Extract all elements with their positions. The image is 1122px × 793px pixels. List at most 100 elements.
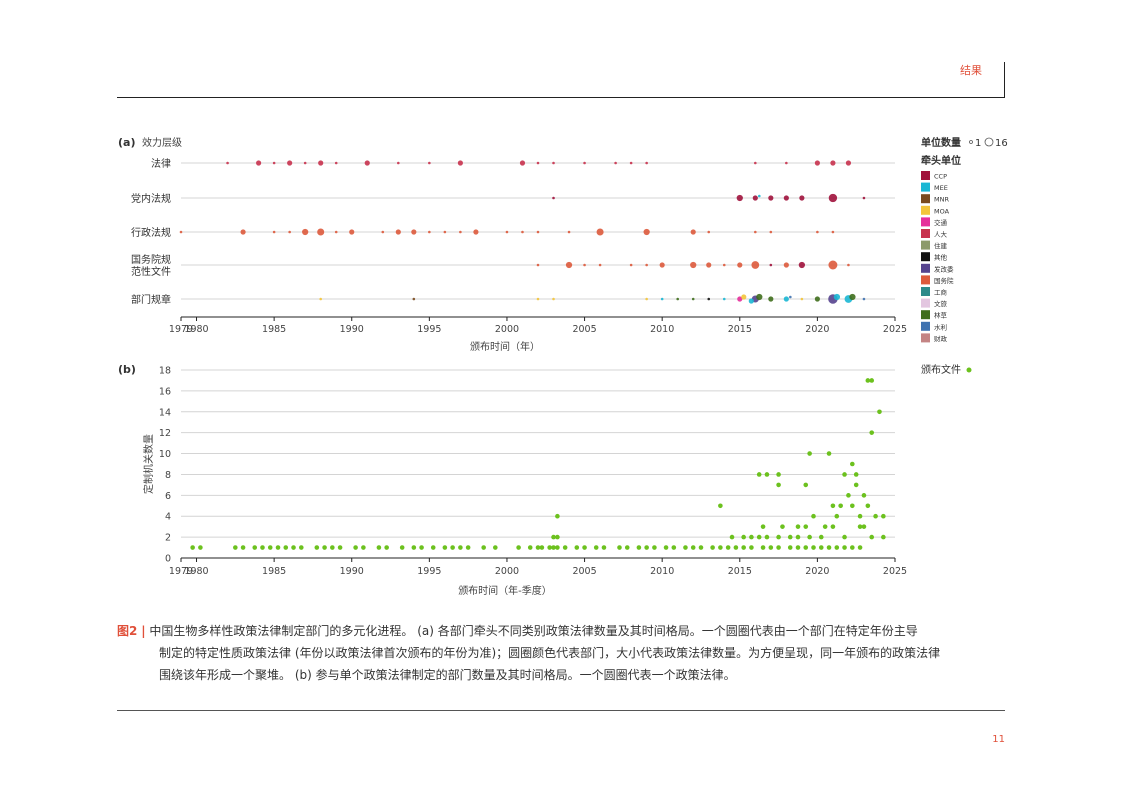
data-point-国务院 xyxy=(567,230,571,234)
x-tick-label: 1995 xyxy=(417,566,441,577)
data-point-国务院 xyxy=(722,263,726,267)
y-axis-title: 定制机关数量 xyxy=(142,434,155,494)
data-point-人大 xyxy=(334,161,338,165)
data-point xyxy=(644,545,649,550)
data-point xyxy=(803,524,809,529)
data-point-国务院 xyxy=(583,263,586,267)
x-tick-label: 2020 xyxy=(805,324,829,335)
data-point xyxy=(555,534,560,540)
legend-label: 财政 xyxy=(934,334,948,343)
data-point xyxy=(869,378,875,383)
data-point xyxy=(861,524,867,529)
y-tick-label: 2 xyxy=(165,533,171,544)
data-point-人大 xyxy=(226,161,229,165)
x-tick-label: 2005 xyxy=(572,566,596,577)
y-tick-label: 14 xyxy=(159,407,171,418)
data-point xyxy=(198,545,203,550)
data-point-国务院 xyxy=(690,229,696,235)
data-point-林草 xyxy=(756,293,763,301)
x-tick-label: 1979 xyxy=(169,566,193,577)
data-point-国务院 xyxy=(659,262,665,268)
size-legend-title: 单位数量 xyxy=(921,136,961,149)
x-axis-title: 颁布时间（年-季度） xyxy=(458,584,552,597)
data-point-人大 xyxy=(830,160,836,166)
data-point xyxy=(690,545,696,550)
data-point xyxy=(361,545,366,550)
category-label: 部门规章 xyxy=(131,293,171,306)
data-point xyxy=(795,545,801,550)
data-point-人大 xyxy=(428,161,431,165)
data-point-人大 xyxy=(536,161,540,165)
legend-swatch xyxy=(921,333,930,343)
data-point xyxy=(846,493,851,498)
data-point-MOA xyxy=(800,297,804,301)
data-point-MEE xyxy=(660,297,664,301)
bottom-rule xyxy=(117,710,1005,711)
data-point-人大 xyxy=(272,161,276,165)
data-point-国务院 xyxy=(395,229,401,235)
data-point xyxy=(881,534,886,540)
data-point xyxy=(830,503,836,509)
data-point-人大 xyxy=(814,160,820,166)
data-point-CCP xyxy=(798,261,805,269)
y-tick-label: 4 xyxy=(165,512,171,523)
data-point-国务院 xyxy=(317,228,325,236)
data-point-人大 xyxy=(397,161,400,165)
data-point-国务院 xyxy=(334,230,338,234)
data-point xyxy=(481,545,486,550)
data-point xyxy=(547,545,552,550)
data-point-水利 xyxy=(862,297,866,301)
data-point xyxy=(314,545,320,550)
data-point-国务院 xyxy=(459,230,462,234)
x-tick-label: 2025 xyxy=(883,566,907,577)
x-tick-label: 2005 xyxy=(572,324,596,335)
data-point-林草 xyxy=(768,296,774,302)
data-point-国务院 xyxy=(645,263,648,267)
data-point xyxy=(760,545,766,550)
data-point xyxy=(830,524,836,529)
data-point-国务院 xyxy=(847,263,850,267)
x-tick-label: 2010 xyxy=(650,566,674,577)
data-point xyxy=(869,430,875,435)
data-point-国务院 xyxy=(428,230,431,234)
legend-label: 住建 xyxy=(934,241,948,250)
data-point-MOA xyxy=(319,297,322,301)
data-point xyxy=(698,545,704,550)
data-point xyxy=(240,545,246,550)
legend-label: 交通 xyxy=(934,218,948,227)
data-point xyxy=(857,524,863,529)
data-point xyxy=(718,503,723,509)
legend-label: 其他 xyxy=(934,253,948,262)
data-point xyxy=(330,545,335,550)
data-point-国务院 xyxy=(536,230,540,234)
data-point xyxy=(768,545,774,550)
data-point-国务院 xyxy=(707,230,711,234)
data-point-人大 xyxy=(287,160,293,166)
data-point xyxy=(787,545,793,550)
data-point-国务院 xyxy=(302,228,309,236)
legend-label: MNR xyxy=(934,196,949,204)
data-point xyxy=(741,534,746,540)
data-point-国务院 xyxy=(816,230,819,234)
y-tick-label: 16 xyxy=(159,386,171,397)
data-point xyxy=(593,545,599,550)
data-point xyxy=(749,545,754,550)
data-point xyxy=(617,545,622,550)
legend-label: 文旅 xyxy=(934,299,948,308)
data-point-林草 xyxy=(814,296,820,302)
data-point xyxy=(826,545,832,550)
data-point xyxy=(458,545,463,550)
data-point xyxy=(729,534,735,540)
data-point xyxy=(803,545,809,550)
data-point-国务院 xyxy=(828,260,838,270)
data-point xyxy=(652,545,657,550)
data-point-MOA xyxy=(741,294,747,300)
section-header: 结果 xyxy=(960,64,982,77)
data-point xyxy=(322,545,327,550)
data-point xyxy=(850,461,855,467)
x-tick-label: 2000 xyxy=(495,324,519,335)
data-point xyxy=(725,545,731,550)
data-point xyxy=(291,545,296,550)
caption-separator: | xyxy=(141,624,146,638)
